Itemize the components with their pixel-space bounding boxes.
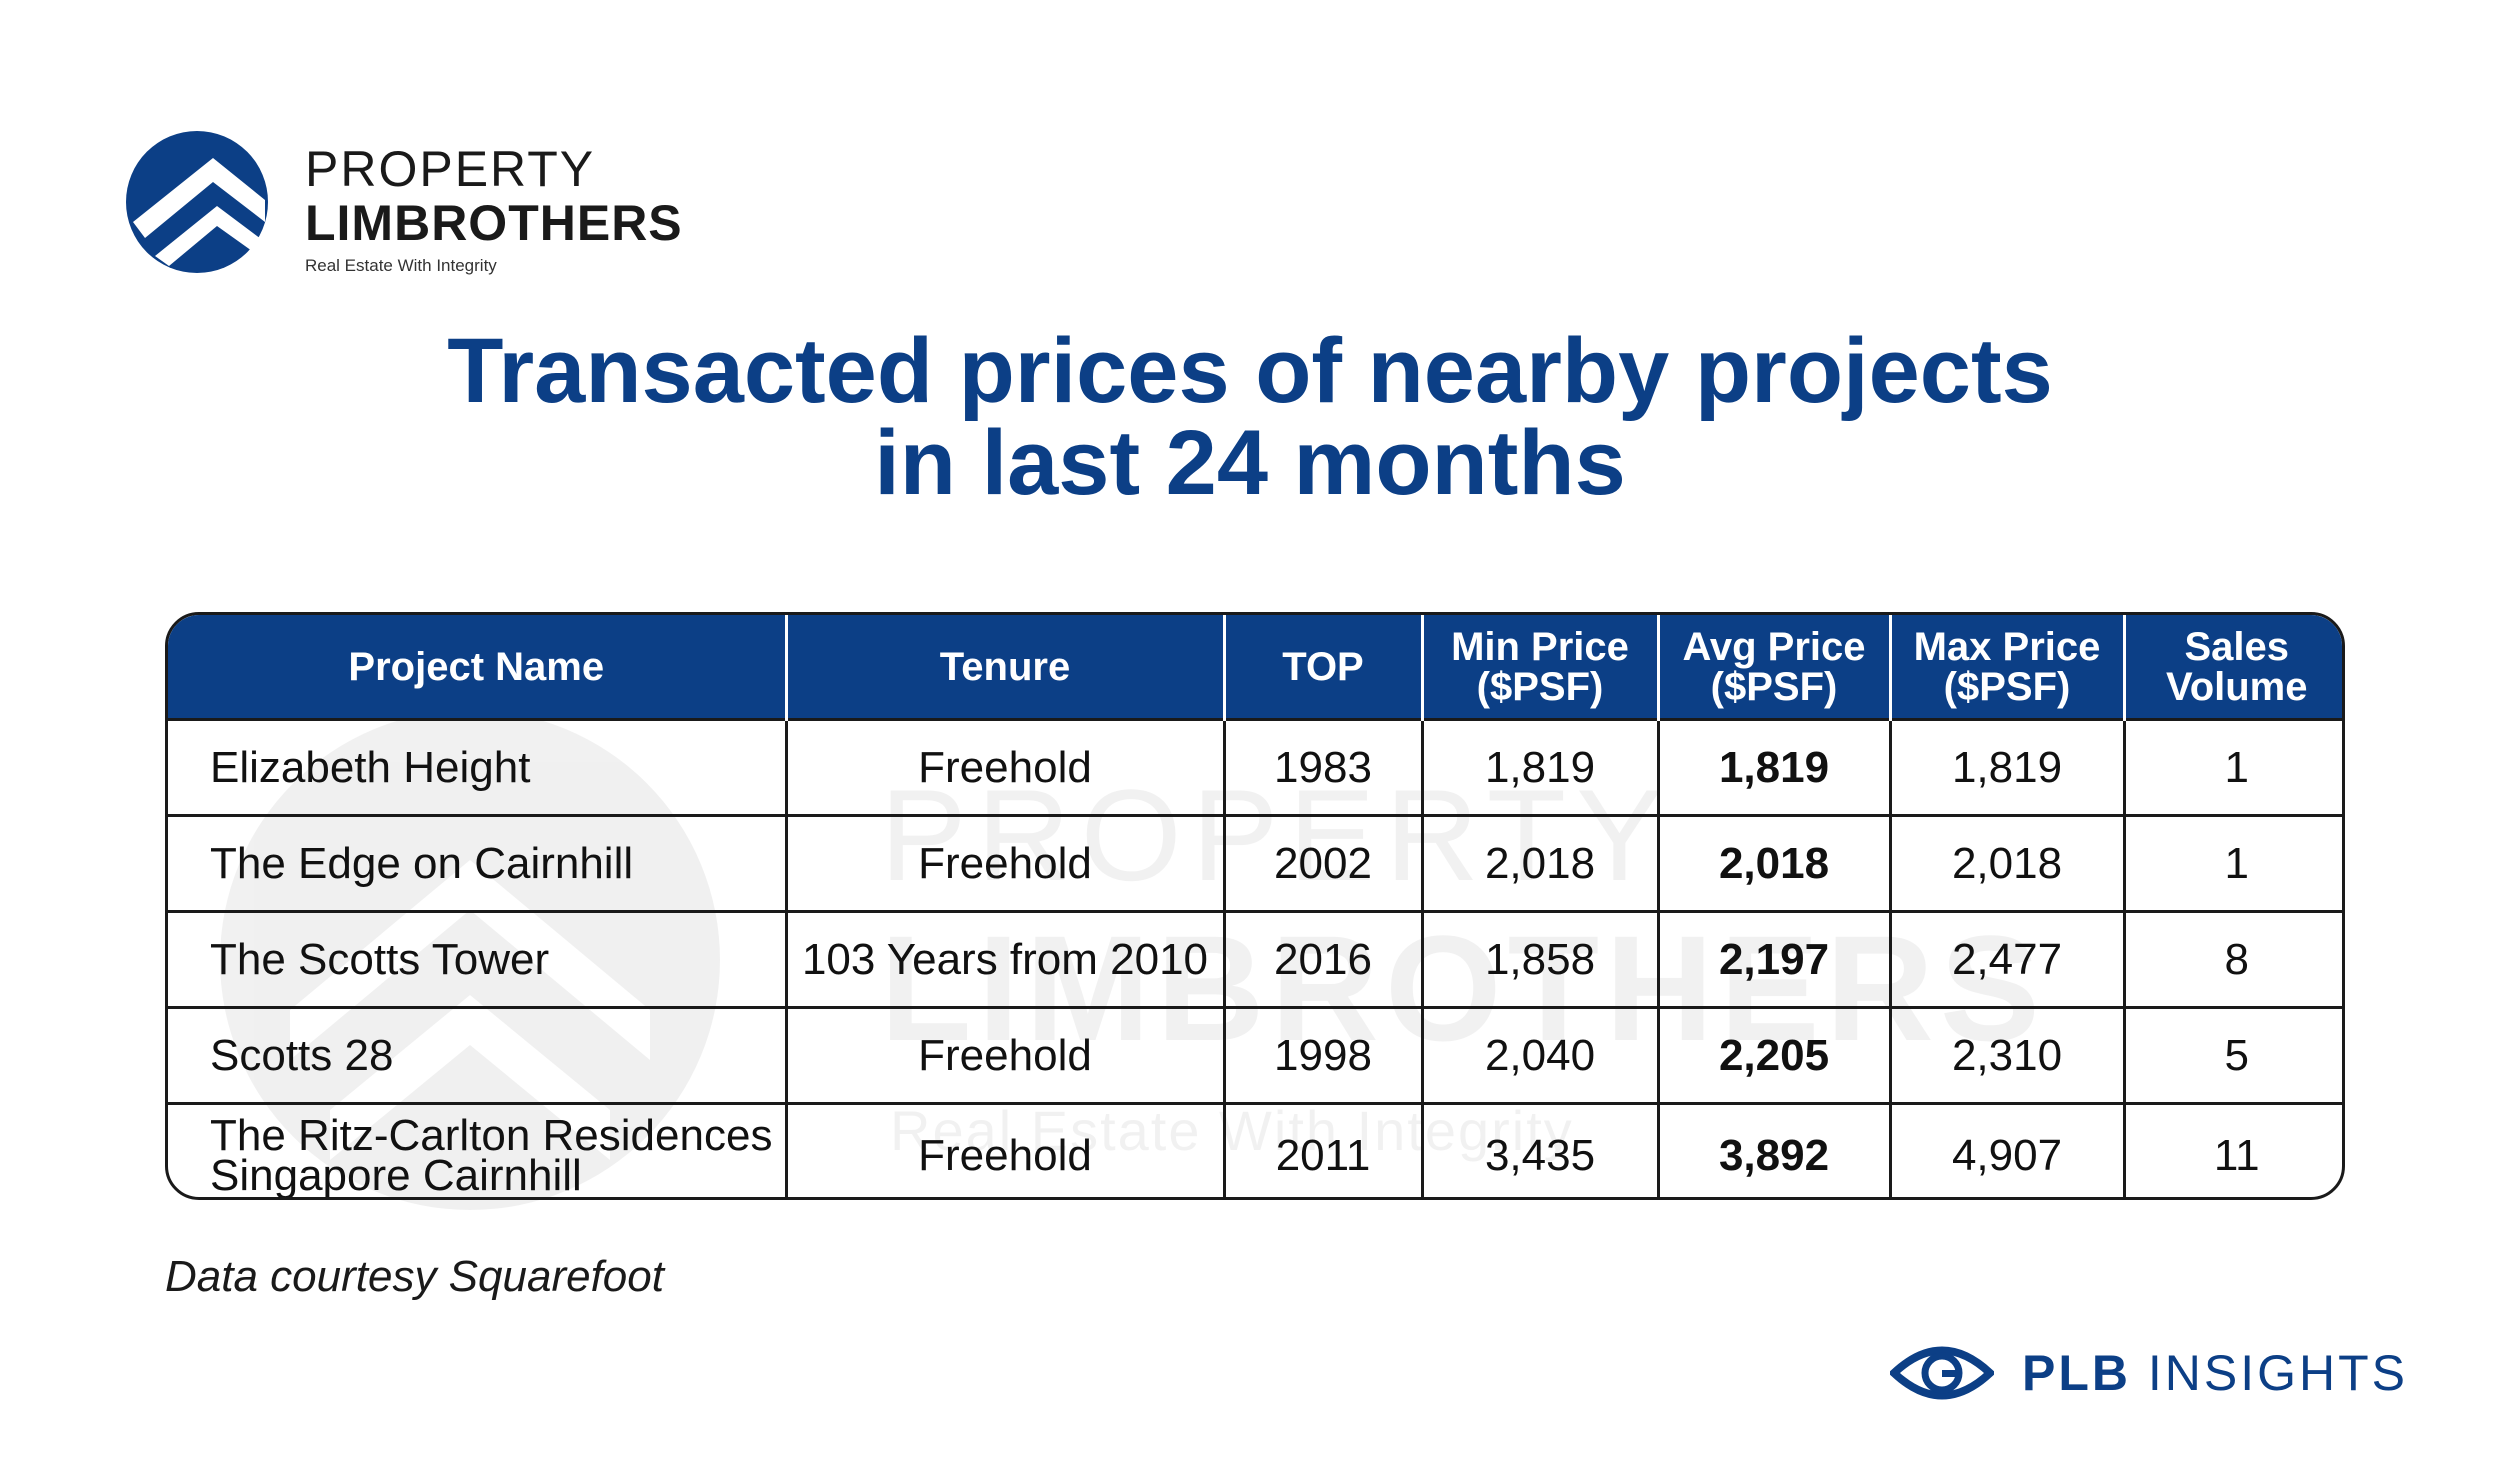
plb-insights-logo: PLB INSIGHTS [1890, 1332, 2410, 1422]
column-header-line1: Max Price [1913, 624, 2101, 669]
table-row: Scotts 28 Freehold 1998 2,040 2,205 2,310 5 [168, 1006, 2342, 1104]
source-footnote: Data courtesy Squarefoot [165, 1252, 664, 1301]
column-header: Max Price ($PSF) [1890, 615, 2126, 720]
brand-name-line1: PROPERTY [305, 141, 596, 197]
table-body: Elizabeth Height Freehold 1983 1,819 1,819 1,… [168, 718, 2342, 1200]
column-header-line1: Tenure [939, 644, 1071, 689]
column-header-line1: Avg Price [1682, 624, 1866, 669]
table-header-row: Project Name Tenure TOP Min Price ($PSF) Avg … [168, 615, 2342, 720]
column-header: TOP [1224, 615, 1424, 720]
cell-name: The Ritz-Carlton Residences Singapore Cai… [168, 1102, 788, 1200]
column-header-line1: TOP [1282, 644, 1364, 689]
data-table: Project Name Tenure TOP Min Price ($PSF) Avg … [168, 615, 2342, 1200]
title-line1: Transacted prices of nearby projects [447, 320, 2053, 422]
project-name-line: The Scotts Tower [210, 934, 550, 984]
column-header-line2: ($PSF) [1710, 664, 1838, 709]
table-row: The Scotts Tower 103 Years from 2010 2016 1… [168, 910, 2342, 1008]
cell-tenure: Freehold [786, 1102, 1226, 1197]
cell-tenure: Freehold [786, 718, 1226, 816]
column-header: Project Name [168, 615, 788, 720]
project-name-line: Scotts 28 [210, 1030, 394, 1080]
cell-max: 1,819 [1890, 718, 2126, 816]
cell-top: 2016 [1224, 910, 1424, 1008]
cell-top: 1983 [1224, 718, 1424, 816]
cell-min: 1,858 [1422, 910, 1660, 1008]
eye-icon [1890, 1346, 1994, 1400]
cell-name: The Scotts Tower [168, 910, 788, 1008]
cell-volume: 1 [2124, 814, 2342, 912]
cell-volume: 11 [2124, 1102, 2342, 1197]
brand-tagline: Real Estate With Integrity [305, 256, 497, 275]
cell-name: Scotts 28 [168, 1006, 788, 1104]
brand-text: PROPERTY LIMBROTHERS Real Estate With In… [305, 142, 683, 276]
column-header: Tenure [786, 615, 1226, 720]
cell-top: 2011 [1224, 1102, 1424, 1197]
cell-max: 2,477 [1890, 910, 2126, 1008]
cell-top: 1998 [1224, 1006, 1424, 1104]
column-header: Avg Price ($PSF) [1658, 615, 1892, 720]
table-row: The Edge on Cairnhill Freehold 2002 2,018 2,… [168, 814, 2342, 912]
cell-volume: 8 [2124, 910, 2342, 1008]
cell-tenure: Freehold [786, 1006, 1226, 1104]
price-table: Project Name Tenure TOP Min Price ($PSF) Avg … [165, 612, 2345, 1200]
insights-label-bold: PLB [2022, 1345, 2131, 1401]
project-name-line: Elizabeth Height [210, 742, 531, 792]
brand-logo: PROPERTY LIMBROTHERS Real Estate With In… [125, 130, 725, 280]
cell-top: 2002 [1224, 814, 1424, 912]
cell-volume: 5 [2124, 1006, 2342, 1104]
column-header-line1: Min Price [1451, 624, 1629, 669]
project-name-line: The Edge on Cairnhill [210, 838, 634, 888]
cell-name: Elizabeth Height [168, 718, 788, 816]
cell-tenure: 103 Years from 2010 [786, 910, 1226, 1008]
cell-volume: 1 [2124, 718, 2342, 816]
cell-avg: 2,205 [1658, 1006, 1892, 1104]
cell-min: 1,819 [1422, 718, 1660, 816]
cell-avg: 3,892 [1658, 1102, 1892, 1197]
column-header-line2: ($PSF) [1476, 664, 1604, 709]
cell-max: 2,310 [1890, 1006, 2126, 1104]
column-header-line2: ($PSF) [1943, 664, 2071, 709]
cell-tenure: Freehold [786, 814, 1226, 912]
column-header-line2: Volume [2165, 664, 2308, 709]
project-name-line: The Ritz-Carlton Residences [210, 1111, 773, 1161]
cell-min: 2,040 [1422, 1006, 1660, 1104]
column-header-line1: Sales [2184, 624, 2290, 669]
column-header: Sales Volume [2124, 615, 2342, 720]
insights-label: PLB INSIGHTS [2022, 1344, 2408, 1402]
page-title: Transacted prices of nearby projects in … [0, 325, 2500, 509]
cell-max: 4,907 [1890, 1102, 2126, 1197]
project-name-line: Singapore Cairnhill [210, 1151, 582, 1200]
title-line2: in last 24 months [874, 412, 1626, 514]
table-row: Elizabeth Height Freehold 1983 1,819 1,819 1,… [168, 718, 2342, 816]
cell-avg: 2,018 [1658, 814, 1892, 912]
table-row: The Ritz-Carlton Residences Singapore Cai… [168, 1102, 2342, 1200]
cell-name: The Edge on Cairnhill [168, 814, 788, 912]
cell-avg: 1,819 [1658, 718, 1892, 816]
cell-max: 2,018 [1890, 814, 2126, 912]
column-header-line1: Project Name [348, 644, 605, 689]
cell-avg: 2,197 [1658, 910, 1892, 1008]
brand-name-line2: LIMBROTHERS [305, 195, 683, 251]
cell-min: 3,435 [1422, 1102, 1660, 1197]
limbrothers-logo-icon [126, 131, 268, 273]
cell-min: 2,018 [1422, 814, 1660, 912]
insights-label-rest: INSIGHTS [2131, 1345, 2409, 1401]
column-header: Min Price ($PSF) [1422, 615, 1660, 720]
